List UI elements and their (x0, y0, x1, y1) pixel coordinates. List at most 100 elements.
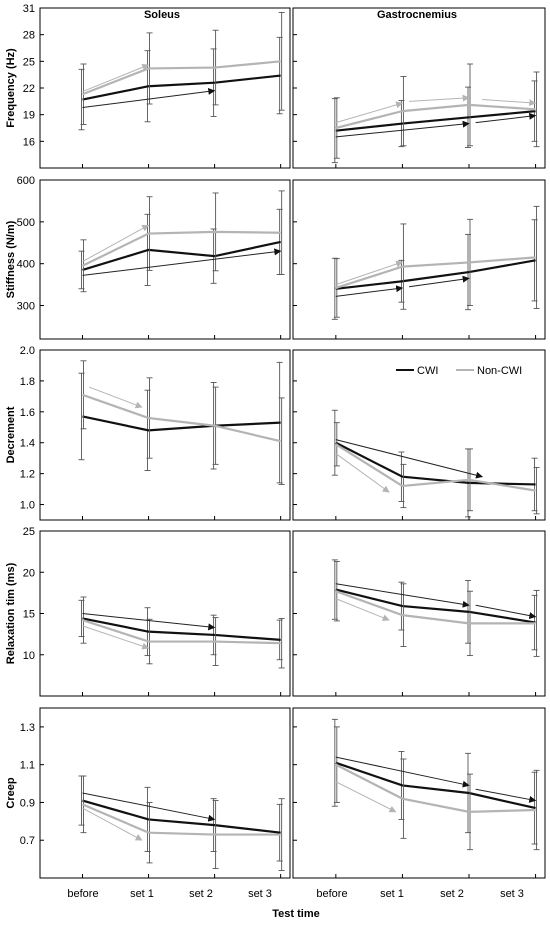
panel-6 (292, 349, 546, 521)
panel-2-trend-arrow-1 (475, 112, 537, 124)
panel-7-ylabel: Relaxation tim (ms) (5, 562, 17, 664)
panel-5-ylabel: Decrement (5, 406, 17, 463)
panel-7-trend-arrow-0 (82, 613, 216, 631)
legend-label-cwi: CWI (417, 365, 438, 377)
panel-2-trend-arrow-2 (335, 101, 404, 124)
panel-6-trend-arrow-0 (335, 439, 483, 479)
panel-3-series-cwi-line (82, 240, 281, 272)
panel-6-frame (292, 349, 546, 521)
panel-9-trend-arrow-1 (82, 807, 143, 841)
x-tick-label-left-3: set 3 (248, 888, 272, 900)
panel-5: 1.0 1.2 1.4 1.6 1.8 2.0 Decrement (5, 345, 291, 521)
panel-1-frame (39, 7, 291, 169)
x-tick-label-left-2: set 2 (189, 888, 213, 900)
panel-9-trend-arrow-0 (82, 792, 216, 822)
panel-10-series-cwi-line (335, 761, 536, 810)
x-tick-label-right-2: set 2 (440, 888, 464, 900)
panel-1-ylabel: Frequency (Hz) (5, 48, 17, 128)
panel-1-series-non-cwi-line (82, 60, 281, 96)
panel-9-ytick-label-0: 0.7 (20, 835, 35, 847)
panel-8-frame (292, 530, 546, 697)
panel-10-series-non-cwi-line (335, 763, 536, 813)
panel-10 (292, 707, 546, 879)
panel-7-series-non-cwi-line (82, 619, 281, 645)
panel-4 (292, 179, 546, 340)
panel-5-ytick-label-5: 2.0 (20, 345, 35, 357)
panel-3-trend-arrow-1 (82, 224, 150, 263)
panel-9-frame (39, 707, 291, 879)
panel-3-ytick-label-3: 600 (17, 175, 35, 187)
panel-7-ytick-label-2: 20 (23, 567, 35, 579)
panel-3-ytick-label-1: 400 (17, 259, 35, 271)
panel-7-ytick-label-0: 10 (23, 650, 35, 662)
panel-10-trend-arrow-0 (335, 756, 470, 788)
panel-1-ytick-label-1: 19 (23, 110, 35, 122)
panel-5-ytick-label-4: 1.8 (20, 376, 35, 388)
panel-1-ytick-label-4: 28 (23, 30, 35, 42)
legend: CWI Non-CWI (396, 365, 522, 377)
x-tick-label-right-3: set 3 (500, 888, 524, 900)
panel-5-trend-arrow-0 (88, 386, 143, 409)
panel-3-ylabel: Stiffness (N/m) (5, 220, 17, 298)
panel-5-series-non-cwi-line (82, 393, 281, 443)
panel-7-frame (39, 530, 291, 697)
panel-2-series-cwi-line (335, 110, 536, 132)
panel-10-trend-arrow-2 (335, 781, 397, 813)
panel-7-series-cwi-line (82, 617, 281, 641)
panel-8-series-non-cwi-line (335, 590, 536, 625)
panel-7: 10 15 20 25 Relaxation tim (ms) (5, 526, 291, 697)
x-tick-label-left-0: before (67, 888, 98, 900)
x-tick-label-right-1: set 1 (380, 888, 404, 900)
panel-2-trend-arrow-0 (335, 120, 470, 138)
panel-1-ytick-label-2: 22 (23, 83, 35, 95)
column-title-gastrocnemius: Gastrocnemius (377, 9, 457, 21)
panel-8-trend-arrow-0 (335, 583, 470, 608)
panel-1-ytick-label-5: 31 (23, 3, 35, 15)
panel-7-trend-arrow-1 (82, 625, 150, 650)
panel-7-ytick-label-3: 25 (23, 526, 35, 538)
panel-8-trend-arrow-1 (475, 604, 537, 620)
panels-layer: 16 19 22 25 28 31 Frequency (Hz) 300 400 500 600 St… (5, 3, 546, 879)
panel-9: 0.7 0.9 1.1 1.3 Creep (5, 707, 291, 879)
panel-6-series-non-cwi-line (335, 443, 536, 492)
panel-1: 16 19 22 25 28 31 Frequency (Hz) (5, 3, 291, 169)
column-title-soleus: Soleus (144, 9, 180, 21)
panel-9-series-cwi-line (82, 799, 281, 834)
panel-1-ytick-label-0: 16 (23, 136, 35, 148)
panel-10-trend-arrow-1 (475, 788, 537, 803)
panel-8-trend-arrow-2 (335, 598, 390, 621)
panel-3-ytick-label-2: 500 (17, 217, 35, 229)
x-axis-labels: before set 1 set 2 set 3 before set 1 se… (67, 888, 524, 920)
panel-5-ytick-label-2: 1.4 (20, 438, 35, 450)
panel-2-frame (292, 7, 546, 169)
x-tick-label-right-0: before (316, 888, 347, 900)
panel-5-ytick-label-1: 1.2 (20, 469, 35, 481)
panel-3-frame (39, 179, 291, 340)
panel-7-ytick-label-1: 15 (23, 609, 35, 621)
panel-4-trend-arrow-0 (335, 285, 404, 297)
panel-5-ytick-label-0: 1.0 (20, 500, 35, 512)
panel-3: 300 400 500 600 Stiffness (N/m) (5, 175, 291, 340)
panel-2-series-non-cwi-line (335, 103, 536, 130)
panel-5-series-cwi-line (82, 415, 281, 432)
panel-4-series-cwi-line (335, 259, 536, 290)
panel-2-trend-arrow-3 (409, 94, 470, 102)
panel-5-ytick-label-3: 1.6 (20, 407, 35, 419)
panel-4-trend-arrow-1 (409, 275, 470, 288)
x-axis-title: Test time (272, 908, 319, 920)
panel-9-series-non-cwi-line (82, 803, 281, 836)
panel-6-trend-arrow-1 (335, 453, 390, 493)
legend-label-non-cwi: Non-CWI (477, 365, 522, 377)
panel-5-frame (39, 349, 291, 521)
x-tick-label-left-1: set 1 (130, 888, 154, 900)
panel-2 (292, 7, 546, 169)
panel-4-series-non-cwi-line (335, 256, 536, 290)
panel-1-trend-arrow-1 (82, 64, 150, 93)
panel-9-ytick-label-1: 0.9 (20, 797, 35, 809)
panel-4-frame (292, 179, 546, 340)
panel-3-trend-arrow-0 (82, 248, 282, 276)
panel-3-series-non-cwi-line (82, 230, 281, 267)
panel-2-trend-arrow-4 (482, 99, 537, 107)
panel-9-ytick-label-2: 1.1 (20, 760, 35, 772)
